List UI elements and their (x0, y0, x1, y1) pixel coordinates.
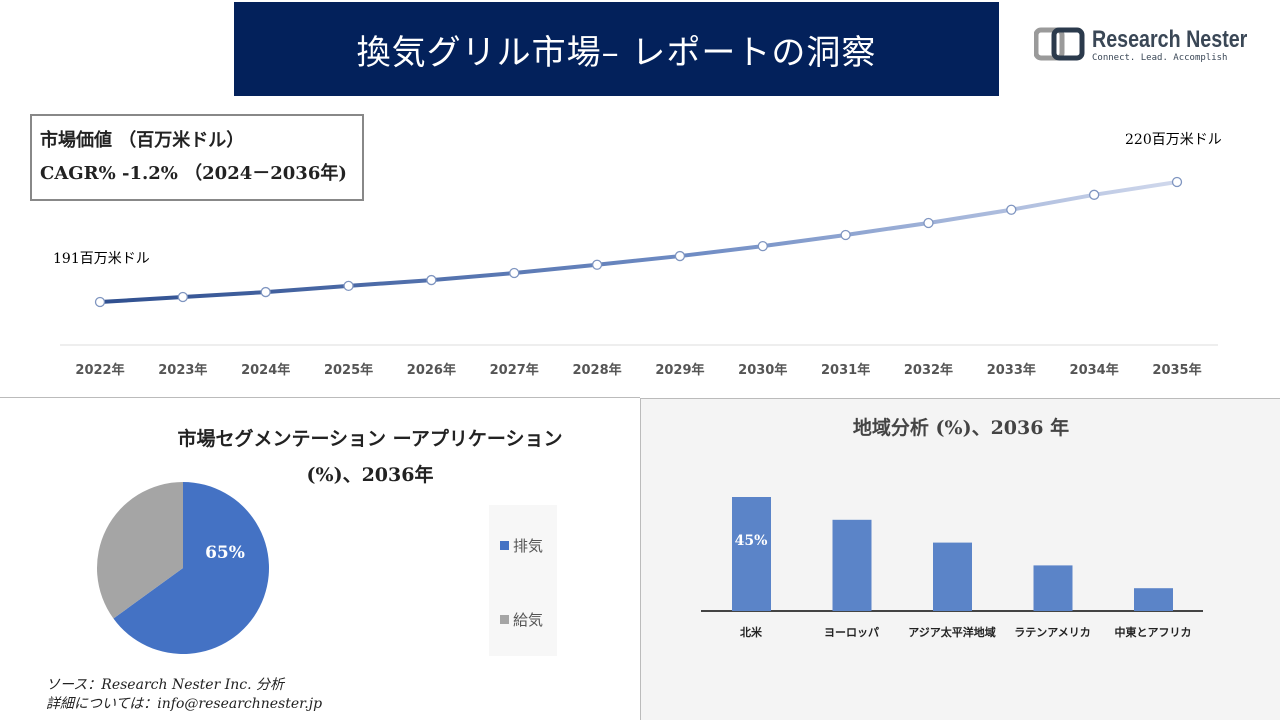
x-tick-label: ヨーロッパ (824, 626, 879, 639)
pie-slice-label: 65% (205, 543, 245, 563)
x-tick-label: アジア太平洋地域 (908, 625, 996, 639)
legend-item-exhaust: 排気 (500, 535, 543, 556)
source-text: ソース：Research Nester Inc. 分析 (46, 677, 285, 693)
pie-legend: 排気 給気 (489, 505, 557, 656)
data-point (1171, 176, 1183, 188)
logo-tagline: Connect. Lead. Accomplish (1092, 53, 1228, 63)
x-tick-label: 2035年 (1152, 362, 1201, 378)
x-tick-label: ラテンアメリカ (1014, 626, 1090, 639)
x-tick-label: 2027年 (490, 362, 539, 378)
pie-title-line2: (%)、2036年 (306, 464, 434, 486)
x-tick-label: 2031年 (821, 362, 870, 378)
x-tick-label: 2023年 (158, 362, 207, 378)
x-tick-label: 2033年 (987, 362, 1036, 378)
logo-icon (1033, 27, 1085, 61)
source-note: ソース：Research Nester Inc. 分析 詳細については：info… (46, 676, 322, 714)
x-tick-label: 2029年 (655, 362, 704, 378)
page-title: 換気グリル市場– レポートの洞察 (234, 2, 999, 96)
bar (1134, 588, 1173, 611)
bar-value-label: 45% (735, 533, 768, 549)
contact-text[interactable]: 詳細については：info@researchnester.jp (46, 696, 323, 712)
pie-slice (113, 482, 269, 654)
logo-name: Research Nester (1092, 26, 1248, 53)
data-point (840, 229, 851, 241)
bar-chart: 45% 北米 ヨーロッパ アジア太平洋地域 ラテンアメリカ 中東とアフリカ (701, 497, 1203, 639)
legend-swatch (500, 615, 509, 624)
data-point (509, 267, 520, 279)
data-point (94, 296, 106, 308)
data-point (757, 240, 768, 252)
bar (832, 519, 872, 611)
legend-label: 給気 (513, 611, 544, 629)
divider (0, 397, 640, 398)
research-nester-logo: Research Nester Connect. Lead. Accomplis… (1033, 26, 1254, 66)
legend-swatch (500, 541, 509, 550)
legend-label: 排気 (513, 537, 544, 555)
cagr-label: CAGR% -1.2% （2024－2036年) (40, 163, 347, 184)
pie-chart: 65% (96, 482, 269, 654)
data-point (260, 286, 271, 298)
application-segment-panel: 市場セグメンテーション ーアプリケーション (%)、2036年 65% (0, 398, 640, 720)
data-point (591, 259, 603, 270)
x-tick-label: 2024年 (241, 362, 290, 378)
data-point (674, 250, 686, 262)
data-point (177, 291, 188, 303)
legend-item-supply: 給気 (500, 609, 543, 630)
x-tick-label: 北米 (740, 625, 763, 639)
bar (1033, 565, 1073, 611)
x-tick-label: 2025年 (324, 362, 373, 378)
x-tick-label: 2022年 (75, 362, 124, 378)
start-value-label: 191百万米ドル (53, 251, 150, 267)
bar (933, 542, 972, 611)
data-point (343, 280, 354, 292)
bar-title: 地域分析 (%)、2036 年 (852, 417, 1070, 439)
data-point (426, 274, 437, 286)
x-tick-label: 2032年 (904, 362, 953, 378)
market-value-label: 市場価値 （百万米ドル） (40, 130, 245, 151)
x-tick-label: 2028年 (572, 362, 621, 378)
data-point (1089, 189, 1100, 200)
pie-slice (96, 482, 183, 619)
market-value-line-chart: 2022年 2023年 2024年 2025年 2026年 2027年 2028年 2029年… (53, 132, 1222, 378)
data-point (923, 217, 934, 229)
value-line (99, 180, 1178, 304)
x-tick-label: 2030年 (738, 362, 787, 378)
regional-analysis-panel: 地域分析 (%)、2036 年 45% 北米 ヨーロッパ アジア太平洋地域 ラテンアメリ… (640, 398, 1280, 720)
data-point (1006, 204, 1017, 215)
pie-title-line1: 市場セグメンテーション ーアプリケーション (177, 428, 563, 450)
market-info-box: 市場価値 （百万米ドル） CAGR% -1.2% （2024－2036年) (30, 114, 364, 201)
x-tick-label: 2026年 (407, 362, 456, 378)
end-value-label: 220百万米ドル (1125, 132, 1222, 148)
x-tick-label: 2034年 (1070, 362, 1119, 378)
x-tick-label: 中東とアフリカ (1115, 625, 1192, 639)
bar (732, 497, 771, 611)
